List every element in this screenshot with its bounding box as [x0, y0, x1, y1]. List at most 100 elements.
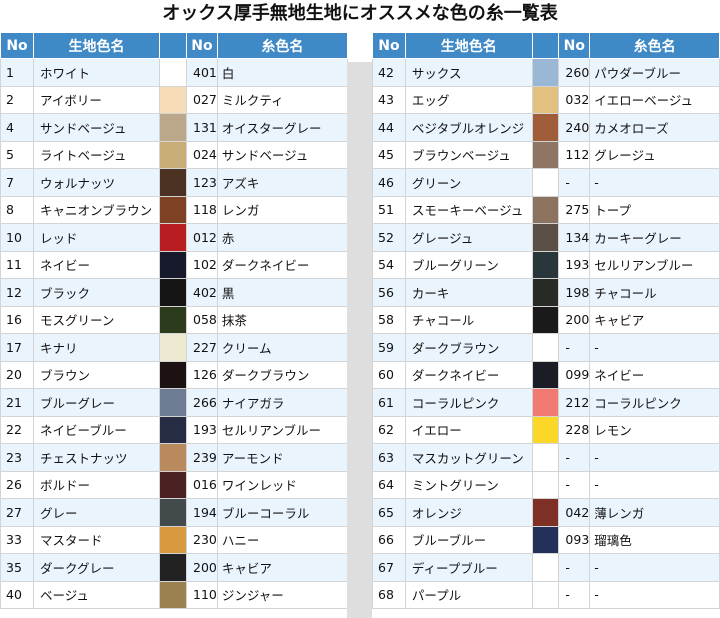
left-table-body: 1 ホワイト 401 白 2 アイボリー 027 ミルクティ 4 サンドベージュ 131 オイスターグ…	[0, 58, 348, 609]
row-number: 27	[0, 498, 34, 527]
color-swatch	[159, 113, 187, 142]
fabric-color-name: ブルーブルー	[404, 525, 533, 554]
header-swatch	[531, 32, 560, 59]
fabric-color-name: ベジタブルオレンジ	[404, 113, 533, 142]
table-row: 22 ネイビーブルー 193 セルリアンブルー	[0, 415, 348, 444]
thread-color-name: -	[589, 443, 720, 472]
thread-number: 016	[186, 470, 218, 499]
color-swatch	[531, 58, 560, 87]
color-swatch	[531, 498, 560, 527]
row-number: 52	[372, 223, 406, 252]
thread-color-name: -	[589, 470, 720, 499]
color-swatch	[531, 85, 560, 114]
row-number: 63	[372, 443, 406, 472]
color-swatch	[531, 223, 560, 252]
header-no: No	[372, 32, 406, 59]
row-number: 2	[0, 85, 34, 114]
row-number: 42	[372, 58, 406, 87]
row-number: 1	[0, 58, 34, 87]
row-number: 8	[0, 195, 34, 224]
thread-number: -	[558, 333, 591, 362]
row-number: 67	[372, 553, 406, 582]
fabric-color-name: ブルーグレー	[33, 388, 160, 417]
fabric-color-name: グリーン	[404, 168, 533, 197]
color-swatch	[531, 553, 560, 582]
table-row: 23 チェストナッツ 239 アーモンド	[0, 443, 348, 472]
row-number: 22	[0, 415, 34, 444]
row-number: 43	[372, 85, 406, 114]
fabric-color-name: オレンジ	[404, 498, 533, 527]
fabric-color-name: ディープブルー	[404, 553, 533, 582]
fabric-color-name: ブルーグリーン	[404, 250, 533, 279]
thread-number: 193	[558, 250, 591, 279]
color-swatch	[531, 195, 560, 224]
fabric-color-name: ブラック	[33, 278, 160, 307]
row-number: 62	[372, 415, 406, 444]
thread-number: 110	[186, 580, 218, 609]
color-swatch	[159, 525, 187, 554]
color-swatch	[159, 443, 187, 472]
fabric-color-name: グレージュ	[404, 223, 533, 252]
fabric-color-name: グレー	[33, 498, 160, 527]
table-row: 17 キナリ 227 クリーム	[0, 333, 348, 362]
page-title: オックス厚手無地生地にオススメな色の糸一覧表	[162, 3, 558, 24]
color-swatch	[531, 415, 560, 444]
row-number: 11	[0, 250, 34, 279]
color-swatch	[159, 168, 187, 197]
thread-color-name: 薄レンガ	[589, 498, 720, 527]
thread-number: 239	[186, 443, 218, 472]
table-row: 58 チャコール 200 キャビア	[372, 305, 720, 334]
fabric-color-name: キナリ	[33, 333, 160, 362]
table-row: 27 グレー 194 ブルーコーラル	[0, 498, 348, 527]
row-number: 59	[372, 333, 406, 362]
thread-color-name: パウダーブルー	[589, 58, 720, 87]
color-swatch	[531, 305, 560, 334]
row-number: 5	[0, 140, 34, 169]
row-number: 17	[0, 333, 34, 362]
table-row: 56 カーキ 198 チャコール	[372, 278, 720, 307]
fabric-color-name: モスグリーン	[33, 305, 160, 334]
thread-color-name: -	[589, 553, 720, 582]
color-swatch	[531, 470, 560, 499]
color-swatch	[531, 333, 560, 362]
thread-color-name: キャビア	[216, 553, 348, 582]
thread-color-name: アーモンド	[216, 443, 348, 472]
thread-number: -	[558, 553, 591, 582]
thread-color-name: 黒	[216, 278, 348, 307]
header-no: No	[0, 32, 34, 59]
thread-color-name: サンドベージュ	[216, 140, 348, 169]
header-swatch	[159, 32, 187, 59]
color-swatch	[159, 498, 187, 527]
thread-number: 058	[186, 305, 218, 334]
thread-color-name: イエローベージュ	[589, 85, 720, 114]
fabric-color-name: ミントグリーン	[404, 470, 533, 499]
fabric-color-name: ホワイト	[33, 58, 160, 87]
row-number: 64	[372, 470, 406, 499]
fabric-color-name: ウォルナッツ	[33, 168, 160, 197]
thread-color-name: セルリアンブルー	[216, 415, 348, 444]
thread-number: 123	[186, 168, 218, 197]
row-number: 7	[0, 168, 34, 197]
header-thread-color: 糸色名	[589, 32, 720, 59]
thread-number: -	[558, 443, 591, 472]
thread-color-name: -	[589, 168, 720, 197]
color-swatch	[159, 415, 187, 444]
table-row: 16 モスグリーン 058 抹茶	[0, 305, 348, 334]
fabric-color-name: サックス	[404, 58, 533, 87]
table-row: 21 ブルーグレー 266 ナイアガラ	[0, 388, 348, 417]
thread-color-name: トープ	[589, 195, 720, 224]
color-swatch	[159, 250, 187, 279]
fabric-color-name: ダークネイビー	[404, 360, 533, 389]
row-number: 4	[0, 113, 34, 142]
color-swatch	[159, 58, 187, 87]
table-row: 26 ボルドー 016 ワインレッド	[0, 470, 348, 499]
color-swatch	[531, 250, 560, 279]
color-swatch	[159, 85, 187, 114]
thread-number: 024	[186, 140, 218, 169]
row-number: 33	[0, 525, 34, 554]
thread-color-name: ダークブラウン	[216, 360, 348, 389]
row-number: 12	[0, 278, 34, 307]
thread-number: 260	[558, 58, 591, 87]
color-swatch	[159, 388, 187, 417]
table-row: 67 ディープブルー - -	[372, 553, 720, 582]
